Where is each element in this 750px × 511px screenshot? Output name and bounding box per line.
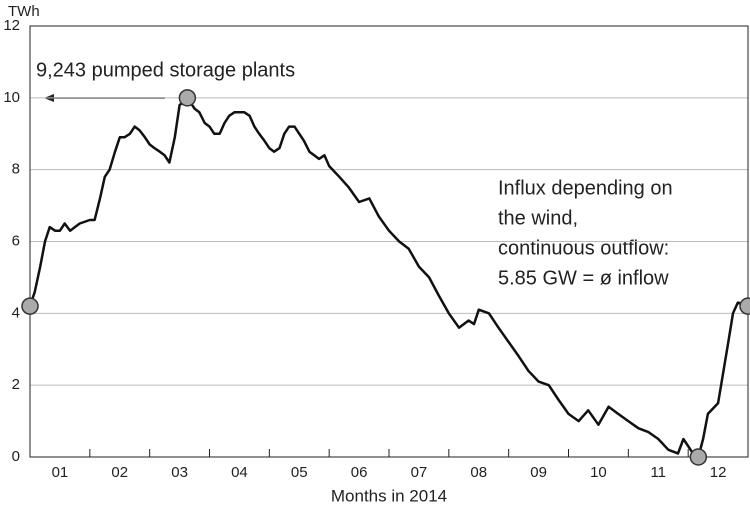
x-tick-label: 05 [291, 464, 308, 481]
highlight-point [739, 297, 750, 315]
annotation: Influx depending on [498, 177, 673, 199]
annotation: the wind, [498, 207, 578, 229]
x-tick-label: 07 [411, 464, 428, 481]
x-tick-label: 06 [351, 464, 368, 481]
x-tick-label: 10 [590, 464, 607, 481]
highlight-point [178, 89, 197, 107]
y-tick-label: 10 [3, 89, 20, 106]
y-tick-label: 12 [3, 17, 20, 34]
plot-frame [29, 25, 749, 458]
x-tick-label: 11 [650, 464, 666, 481]
y-tick-label: 6 [12, 232, 20, 249]
y-axis-label: TWh [8, 3, 40, 20]
x-tick-label: 12 [710, 464, 727, 481]
x-tick-label: 03 [171, 464, 188, 481]
x-tick-label: 09 [530, 464, 547, 481]
annotation: continuous outflow: [498, 237, 669, 259]
x-tick-label: 01 [52, 464, 69, 481]
y-tick-label: 0 [12, 448, 20, 465]
annotation: 9,243 pumped storage plants [36, 59, 295, 81]
x-tick-label: 02 [111, 464, 128, 481]
x-axis-label: Months in 2014 [331, 486, 447, 505]
data-line [28, 96, 749, 459]
y-tick-label: 4 [12, 304, 20, 321]
highlight-point [21, 297, 39, 315]
annotation: 5.85 GW = ø inflow [498, 267, 669, 289]
x-tick-label: 08 [470, 464, 487, 481]
y-tick-label: 8 [12, 161, 20, 178]
x-tick-label: 04 [231, 464, 248, 481]
y-tick-label: 2 [12, 376, 20, 393]
highlight-point [689, 448, 708, 466]
